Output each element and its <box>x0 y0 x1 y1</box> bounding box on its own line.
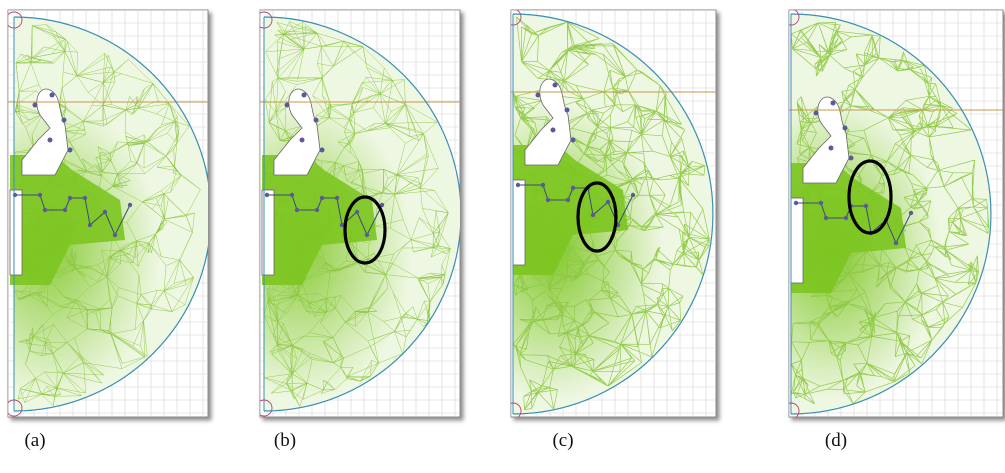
caption-b: (b) <box>273 430 297 451</box>
node <box>294 207 300 213</box>
corner-marker <box>8 399 23 417</box>
node <box>830 100 836 106</box>
node <box>127 202 133 208</box>
node <box>319 147 325 153</box>
node <box>289 192 295 198</box>
node <box>515 182 521 188</box>
node <box>848 155 854 161</box>
node <box>570 137 576 143</box>
node <box>590 212 596 218</box>
node <box>32 102 38 108</box>
node <box>552 82 558 88</box>
node <box>354 209 360 215</box>
interface-line <box>796 202 912 245</box>
solid-region <box>10 155 125 285</box>
outer-boundary-arc <box>263 16 460 412</box>
corner-marker <box>511 402 522 417</box>
keyhole-cutout <box>21 88 69 176</box>
corner-marker <box>789 10 800 26</box>
highlight-ellipse <box>847 159 893 235</box>
interface-line <box>267 194 383 237</box>
corner-marker <box>260 399 273 417</box>
node <box>37 192 43 198</box>
node <box>62 207 68 213</box>
node <box>339 222 345 228</box>
node <box>264 192 270 198</box>
node <box>545 197 551 203</box>
slot-cutout <box>9 189 23 276</box>
node <box>535 92 541 98</box>
keyhole-cutout <box>273 88 321 176</box>
outer-boundary-arc <box>790 13 992 415</box>
outer-boundary-arc <box>512 13 714 415</box>
node <box>813 110 819 116</box>
corner-marker <box>511 10 522 26</box>
keyhole-cutout <box>524 78 572 166</box>
mesh-nodes <box>12 92 133 238</box>
node <box>112 232 118 238</box>
node <box>67 147 73 153</box>
node <box>319 195 325 201</box>
node <box>61 117 67 123</box>
slot-cutout <box>261 189 275 276</box>
corner-marker <box>260 11 273 29</box>
node <box>102 209 108 215</box>
node <box>47 137 53 143</box>
solid-region <box>513 145 628 275</box>
node <box>550 127 556 133</box>
interface-line <box>518 184 634 227</box>
node <box>828 145 834 151</box>
corner-marker <box>789 402 800 417</box>
node <box>630 192 636 198</box>
node <box>364 232 370 238</box>
node <box>863 203 869 209</box>
node <box>818 200 824 206</box>
node <box>12 192 18 198</box>
node <box>893 240 899 246</box>
node <box>540 182 546 188</box>
corner-marker <box>8 11 23 29</box>
solid-region <box>262 155 377 285</box>
node <box>570 185 576 191</box>
panel-b <box>259 9 461 418</box>
node <box>908 210 914 216</box>
node <box>379 202 385 208</box>
node <box>301 92 307 98</box>
node <box>87 222 93 228</box>
node <box>334 195 340 201</box>
node <box>42 207 48 213</box>
panel-a <box>7 9 209 418</box>
node <box>823 215 829 221</box>
outer-boundary-arc <box>13 16 208 412</box>
highlight-ellipse <box>576 181 618 253</box>
caption-c: (c) <box>552 430 574 451</box>
interface-line <box>15 194 131 237</box>
node <box>314 207 320 213</box>
panel-d <box>788 9 1004 418</box>
node <box>313 117 319 123</box>
node <box>49 92 55 98</box>
caption-d: (d) <box>824 430 848 451</box>
node <box>284 102 290 108</box>
solid-region <box>791 163 906 293</box>
node <box>605 199 611 205</box>
node <box>793 200 799 206</box>
highlight-ellipse <box>343 195 387 265</box>
mesh-nodes <box>264 92 385 238</box>
node <box>564 107 570 113</box>
node <box>67 195 73 201</box>
node <box>299 137 305 143</box>
caption-a: (a) <box>24 430 46 451</box>
slot-cutout <box>512 179 526 266</box>
node <box>565 197 571 203</box>
node <box>82 195 88 201</box>
slot-cutout <box>790 197 804 284</box>
node <box>843 215 849 221</box>
panel-c <box>510 9 717 418</box>
keyhole-cutout <box>802 96 850 184</box>
node <box>842 125 848 131</box>
